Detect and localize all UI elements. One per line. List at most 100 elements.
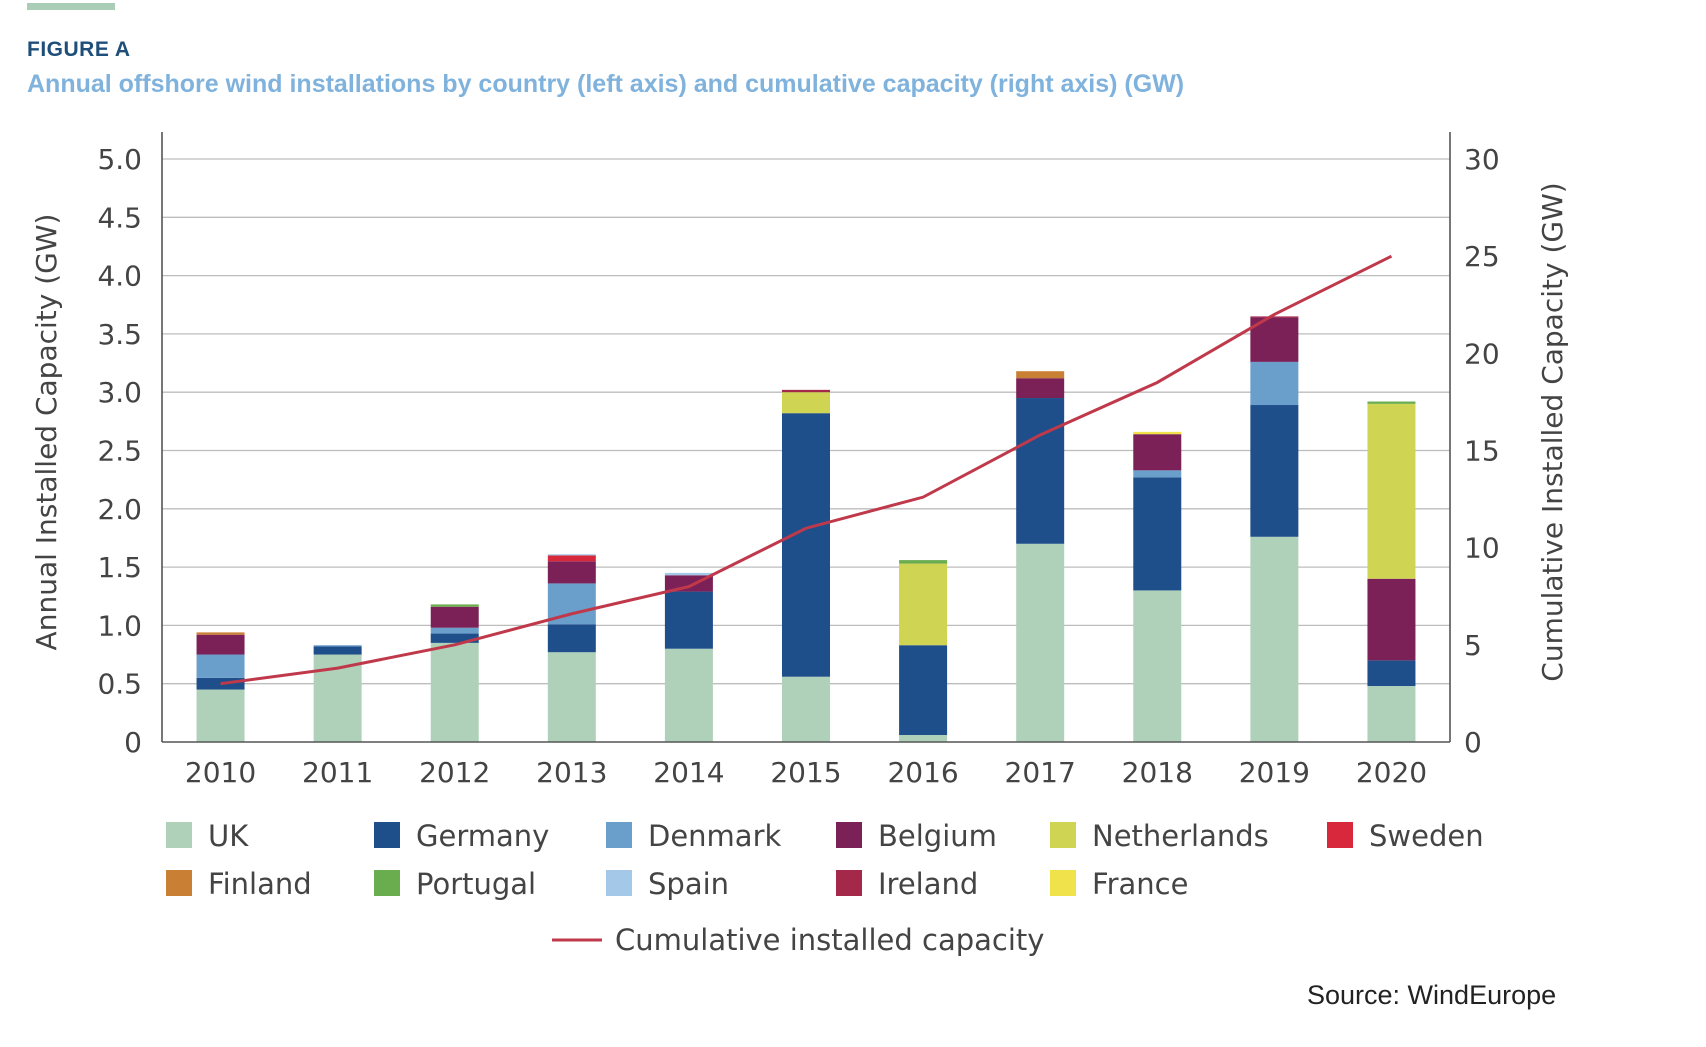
bar-segment-germany-2013 [547,624,596,653]
y-tick-label: 2.5 [97,435,142,468]
bar-segment-germany-2015 [782,413,830,677]
bar-segment-spain-2013 [547,554,596,556]
x-tick-label: 2018 [1122,756,1193,789]
legend-label-denmark: Denmark [648,819,781,853]
legend-swatch-france [1050,870,1076,896]
legend-label-ireland: Ireland [878,867,978,901]
legend-swatch-uk [166,822,192,848]
bar-segment-uk-2014 [664,648,713,742]
chart-subtitle: Annual offshore wind installations by co… [27,70,1185,98]
bar-segment-denmark-2019 [1250,361,1299,406]
bar-segment-belgium-2018 [1133,434,1182,471]
y-tick-label: 2.0 [97,493,142,526]
figure-label: FIGURE A [27,38,131,61]
bar-segment-belgium-2013 [547,561,596,584]
y-axis-title: Annual Installed Capacity (GW) [30,214,63,651]
y-tick-label: 3.0 [97,376,142,409]
legend-label-germany: Germany [416,819,549,853]
bar-segment-spain-2014 [664,572,713,576]
x-tick-label: 2014 [653,756,724,789]
y2-tick-label: 10 [1464,532,1500,565]
y-tick-label: 0.5 [97,668,142,701]
y-tick-label: 1.0 [97,609,142,642]
bar-segment-sweden-2013 [547,555,596,562]
y2-axis-title: Cumulative Installed Capacity (GW) [1536,182,1569,681]
bar-segment-uk-2017 [1016,543,1065,742]
legend-label-cumulative: Cumulative installed capacity [615,923,1044,957]
legend-swatch-netherlands [1050,822,1076,848]
x-tick-label: 2015 [770,756,841,789]
legend-swatch-sweden [1327,822,1353,848]
bar-segment-portugal-2020 [1367,401,1416,404]
bar-segment-germany-2012 [430,633,479,643]
x-tick-label: 2012 [419,756,490,789]
x-tick-label: 2016 [887,756,958,789]
bar-segment-uk-2010 [196,689,245,742]
source-note: Source: WindEurope [1307,980,1557,1010]
bar-segment-uk-2016 [899,735,948,742]
bar-segment-germany-2016 [899,645,948,736]
bar-segment-germany-2014 [664,591,713,649]
y-tick-label: 4.5 [97,201,142,234]
bar-segment-belgium-2017 [1016,378,1065,399]
legend-label-spain: Spain [648,867,729,901]
legend-label-uk: UK [208,819,249,853]
legend-swatch-germany [374,822,400,848]
legend-label-france: France [1092,867,1188,901]
legend-label-belgium: Belgium [878,819,997,853]
bar-segment-uk-2012 [430,642,479,742]
bar-segment-belgium-2010 [196,634,245,655]
bar-segment-ireland-2015 [782,389,830,393]
bar-segment-netherlands-2016 [899,563,948,646]
legend-swatch-portugal [374,870,400,896]
bar-segment-germany-2020 [1367,660,1416,687]
legend-label-sweden: Sweden [1369,819,1484,853]
legend-swatch-ireland [836,870,862,896]
bar-segment-uk-2015 [782,676,830,742]
legend-swatch-belgium [836,822,862,848]
bar-segment-germany-2019 [1250,405,1299,537]
legend-swatch-spain [606,870,632,896]
bar-segment-germany-2017 [1016,398,1065,544]
bar-segment-belgium-2020 [1367,578,1416,661]
legend-swatch-denmark [606,822,632,848]
y2-tick-label: 20 [1464,337,1500,370]
bar-segment-uk-2013 [547,652,596,742]
bar-segment-uk-2019 [1250,536,1299,742]
x-tick-label: 2011 [302,756,373,789]
legend-label-finland: Finland [208,867,312,901]
bar-segment-germany-2011 [313,646,362,655]
bar-segment-portugal-2016 [899,560,948,564]
y-tick-label: 0 [124,726,142,759]
bar-segment-denmark-2012 [430,627,479,634]
bar-segment-belgium-2012 [430,606,479,628]
bar-segment-france-2018 [1133,431,1182,435]
legend-swatch-finland [166,870,192,896]
bar-segment-netherlands-2015 [782,392,830,414]
y2-tick-label: 5 [1464,629,1482,662]
y-tick-label: 3.5 [97,318,142,351]
legend-label-portugal: Portugal [416,867,536,901]
y-tick-label: 4.0 [97,260,142,293]
bar-segment-finland-2017 [1016,371,1065,379]
y2-tick-label: 0 [1464,726,1482,759]
x-tick-label: 2019 [1239,756,1310,789]
y2-tick-label: 30 [1464,143,1500,176]
bar-segment-uk-2018 [1133,590,1182,742]
x-tick-label: 2010 [185,756,256,789]
bar-segment-ireland-2019 [1250,316,1299,318]
bar-segment-denmark-2010 [196,654,245,678]
bar-segment-uk-2020 [1367,686,1416,742]
y-tick-label: 5.0 [97,143,142,176]
y-tick-label: 1.5 [97,551,142,584]
bar-segment-denmark-2018 [1133,470,1182,478]
x-tick-label: 2020 [1356,756,1427,789]
x-tick-label: 2017 [1005,756,1076,789]
accent-bar [27,3,115,10]
bar-segment-denmark-2011 [313,645,362,647]
y2-tick-label: 15 [1464,435,1500,468]
bar-segment-netherlands-2020 [1367,403,1416,579]
bar-segment-portugal-2012 [430,604,479,607]
bar-segment-finland-2010 [196,632,245,635]
